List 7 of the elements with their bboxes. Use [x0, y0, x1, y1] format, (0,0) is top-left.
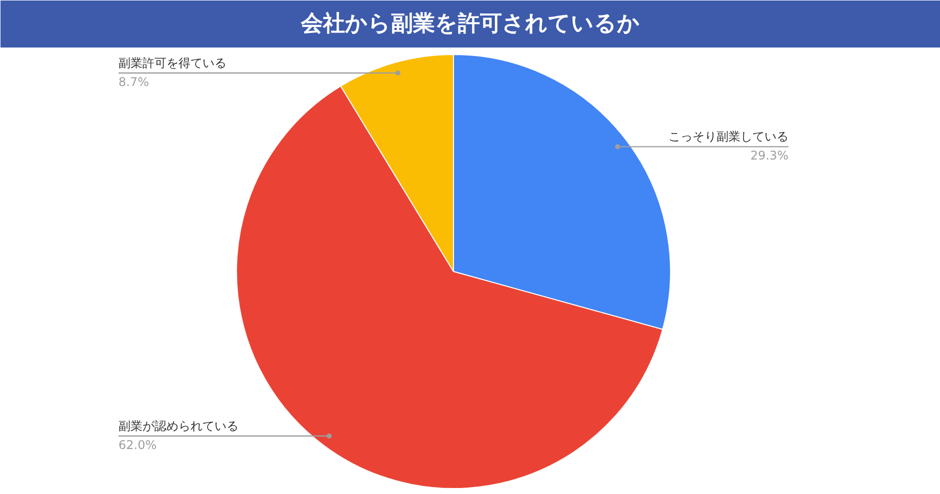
chart-title: 会社から副業を許可されているか [300, 12, 640, 36]
slice-label: 副業許可を得ている [118, 56, 226, 70]
data-label: 29.3% [750, 148, 789, 163]
slice-label: こっそり副業している [668, 130, 788, 144]
data-label: 62.0% [118, 438, 157, 452]
data-label: 8.7% [118, 75, 149, 89]
slice-label: 副業が認められている [118, 418, 238, 433]
